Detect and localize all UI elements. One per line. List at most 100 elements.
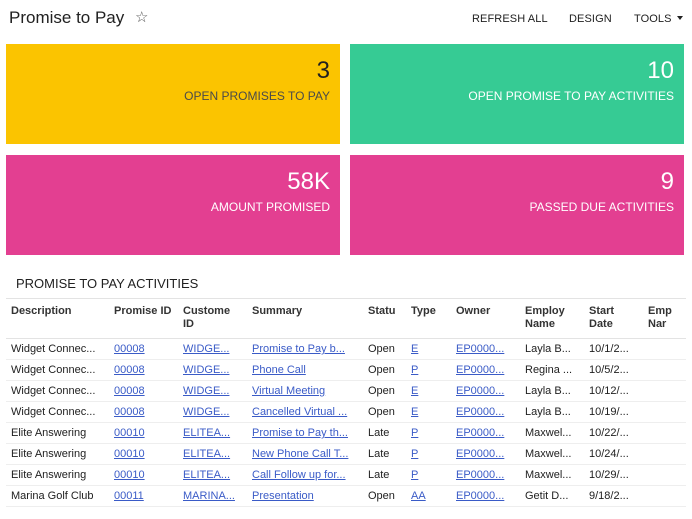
cell-promise-id-link[interactable]: 00010 (114, 448, 145, 460)
cell-start-date: 9/18/2... (589, 490, 629, 502)
cell-owner-link[interactable]: EP0000... (456, 448, 505, 460)
cell-start-date: 10/5/2... (589, 364, 629, 376)
cell-description: Widget Connec... (11, 364, 96, 376)
cell-type-link[interactable]: P (411, 364, 419, 376)
page-title: Promise to Pay (9, 8, 125, 27)
refresh-all-button[interactable]: REFRESH ALL (472, 13, 548, 25)
column-header-employee-name[interactable]: Employ Name (525, 305, 565, 330)
column-header-customer-id[interactable]: Custome ID (183, 305, 231, 330)
page-header: Promise to Pay ☆ REFRESH ALL DESIGN TOOL… (0, 0, 692, 38)
cell-owner-link[interactable]: EP0000... (456, 469, 505, 481)
cell-status: Open (368, 343, 395, 355)
cell-employee-name: Layla B... (525, 406, 571, 418)
cell-employee-name: Regina ... (525, 364, 573, 376)
cell-customer-id-link[interactable]: WIDGE... (183, 343, 230, 355)
cell-customer-id-link[interactable]: MARINA... (183, 490, 235, 502)
cell-owner-link[interactable]: EP0000... (456, 343, 505, 355)
cell-status: Open (368, 490, 395, 502)
cell-summary-link[interactable]: Promise to Pay th... (252, 427, 348, 439)
tile-value: 3 (316, 57, 330, 84)
tile-value: 10 (647, 57, 674, 84)
cell-employee-name: Maxwel... (525, 448, 572, 460)
cell-status: Open (368, 364, 395, 376)
cell-type-link[interactable]: E (411, 406, 419, 418)
cell-summary-link[interactable]: New Phone Call T... (252, 448, 349, 460)
cell-description: Elite Answering (11, 448, 87, 460)
activities-table: Description Promise ID Custome ID Summar… (6, 298, 686, 512)
cell-summary-link[interactable]: Phone Call (252, 364, 306, 376)
tools-label: TOOLS (634, 13, 672, 25)
cell-summary-link[interactable]: Call Follow up for... (252, 469, 346, 481)
column-header-type[interactable]: Type (411, 305, 436, 317)
cell-promise-id-link[interactable]: 00010 (114, 469, 145, 481)
column-header-status[interactable]: Statu (368, 305, 396, 317)
cell-status: Open (368, 406, 395, 418)
cell-employee-name: Maxwel... (525, 469, 572, 481)
tile-value: 9 (660, 168, 674, 195)
cell-type-link[interactable]: AA (411, 490, 426, 502)
table-header: Description Promise ID Custome ID Summar… (6, 298, 686, 339)
cell-customer-id-link[interactable]: ELITEA... (183, 448, 231, 460)
column-header-summary[interactable]: Summary (252, 305, 303, 317)
tile-label: PASSED DUE ACTIVITIES (529, 200, 674, 214)
tile-open-promises[interactable]: 3 OPEN PROMISES TO PAY (6, 44, 340, 144)
tools-menu-button[interactable]: TOOLS (634, 13, 683, 25)
cell-description: Widget Connec... (11, 343, 96, 355)
table-row[interactable]: Widget Connec... 00008 WIDGE... Virtual Mee… (6, 381, 686, 402)
tile-label: OPEN PROMISES TO PAY (184, 89, 330, 103)
cell-customer-id-link[interactable]: WIDGE... (183, 364, 230, 376)
cell-customer-id-link[interactable]: ELITEA... (183, 427, 231, 439)
cell-customer-id-link[interactable]: WIDGE... (183, 385, 230, 397)
cell-status: Late (368, 469, 390, 481)
favorite-star-icon[interactable]: ☆ (135, 9, 149, 26)
column-header-employee-name-2[interactable]: Emp Nar (648, 305, 672, 330)
column-header-promise-id[interactable]: Promise ID (114, 305, 172, 317)
cell-promise-id-link[interactable]: 00008 (114, 343, 145, 355)
cell-owner-link[interactable]: EP0000... (456, 406, 505, 418)
cell-owner-link[interactable]: EP0000... (456, 364, 505, 376)
cell-promise-id-link[interactable]: 00008 (114, 406, 145, 418)
cell-start-date: 10/1/2... (589, 343, 629, 355)
tile-label: OPEN PROMISE TO PAY ACTIVITIES (468, 89, 674, 103)
table-row[interactable]: Widget Connec... 00008 WIDGE... Promise to … (6, 339, 686, 360)
tile-open-activities[interactable]: 10 OPEN PROMISE TO PAY ACTIVITIES (350, 44, 684, 144)
cell-type-link[interactable]: E (411, 385, 419, 397)
table-row[interactable]: Elite Answering 00010 ELITEA... New Phone C… (6, 444, 686, 465)
cell-owner-link[interactable]: EP0000... (456, 490, 505, 502)
tile-passed-due[interactable]: 9 PASSED DUE ACTIVITIES (350, 155, 684, 255)
cell-employee-name: Layla B... (525, 385, 571, 397)
cell-promise-id-link[interactable]: 00011 (114, 490, 144, 502)
cell-start-date: 10/12/... (589, 385, 629, 397)
column-header-owner[interactable]: Owner (456, 305, 491, 317)
cell-promise-id-link[interactable]: 00008 (114, 385, 145, 397)
table-row[interactable]: Widget Connec... 00008 WIDGE... Cancelled V… (6, 402, 686, 423)
tile-amount-promised[interactable]: 58K AMOUNT PROMISED (6, 155, 340, 255)
cell-summary-link[interactable]: Virtual Meeting (252, 385, 326, 397)
cell-summary-link[interactable]: Presentation (252, 490, 314, 502)
table-row[interactable]: Elite Answering 00010 ELITEA... Promise to … (6, 423, 686, 444)
cell-description: Elite Answering (11, 469, 87, 481)
table-row[interactable]: Marina Golf Club 00011 MARINA... Presentati… (6, 486, 686, 507)
cell-summary-link[interactable]: Cancelled Virtual ... (252, 406, 348, 418)
cell-promise-id-link[interactable]: 00010 (114, 427, 145, 439)
cell-type-link[interactable]: P (411, 469, 419, 481)
table-row[interactable]: Elite Answering 00010 ELITEA... Call Follow… (6, 465, 686, 486)
column-header-start-date[interactable]: Start Date (589, 305, 615, 330)
cell-owner-link[interactable]: EP0000... (456, 385, 505, 397)
cell-owner-link[interactable]: EP0000... (456, 427, 505, 439)
cell-type-link[interactable]: P (411, 448, 419, 460)
table-row[interactable]: Widget Connec... 00008 WIDGE... Phone Call O… (6, 360, 686, 381)
cell-type-link[interactable]: P (411, 427, 419, 439)
tile-label: AMOUNT PROMISED (210, 200, 330, 214)
cell-summary-link[interactable]: Promise to Pay b... (252, 343, 345, 355)
design-button[interactable]: DESIGN (569, 13, 612, 25)
cell-customer-id-link[interactable]: ELITEA... (183, 469, 231, 481)
column-header-description[interactable]: Description (11, 305, 72, 317)
cell-description: Elite Answering (11, 427, 87, 439)
cell-status: Late (368, 448, 390, 460)
cell-status: Open (368, 385, 395, 397)
cell-customer-id-link[interactable]: WIDGE... (183, 406, 230, 418)
cell-promise-id-link[interactable]: 00008 (114, 364, 145, 376)
cell-type-link[interactable]: E (411, 343, 419, 355)
tile-value: 58K (287, 168, 330, 195)
